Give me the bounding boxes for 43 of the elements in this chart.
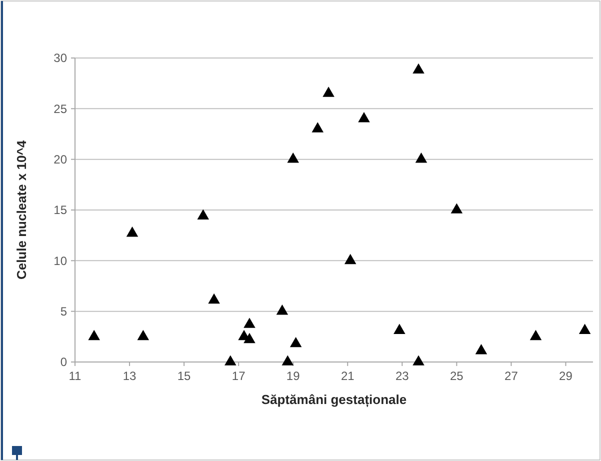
point: [282, 355, 294, 366]
y-tick-label: 20: [54, 152, 68, 167]
point: [530, 330, 542, 340]
point: [322, 86, 334, 97]
x-tick-label: 23: [395, 369, 410, 383]
point: [344, 254, 356, 264]
x-tick-label: 29: [559, 369, 573, 383]
point: [88, 330, 100, 340]
point: [244, 332, 256, 344]
point: [224, 355, 236, 366]
x-tick-label: 17: [232, 369, 246, 383]
point: [412, 63, 424, 74]
point: [475, 344, 488, 354]
y-tick-label: 5: [60, 304, 68, 319]
y-axis-title: Celule nucleate x 10^4: [14, 140, 29, 280]
point: [358, 112, 370, 122]
point: [276, 304, 288, 315]
point: [415, 152, 428, 163]
point: [290, 336, 302, 348]
point: [126, 226, 138, 237]
point: [208, 293, 220, 304]
x-tick-label: 11: [68, 369, 82, 383]
point: [137, 330, 150, 340]
x-axis-title: Săptămâni gestaționale: [261, 392, 407, 408]
y-tick-label: 30: [54, 51, 68, 66]
point: [287, 152, 299, 163]
point: [312, 122, 324, 132]
point: [412, 355, 424, 366]
point: [450, 203, 463, 214]
y-tick-label: 10: [54, 254, 68, 268]
y-tick-label: 15: [54, 203, 68, 218]
x-tick-label: 13: [122, 369, 137, 383]
y-tick-label: 0: [60, 355, 68, 370]
point: [578, 324, 591, 334]
point: [244, 318, 256, 328]
x-tick-label: 19: [286, 369, 300, 383]
point: [394, 324, 406, 334]
y-tick-label: 25: [54, 102, 68, 116]
x-tick-label: 25: [450, 369, 464, 383]
point: [197, 209, 210, 220]
x-tick-label: 27: [504, 369, 518, 383]
x-tick-label: 21: [340, 369, 355, 383]
x-tick-label: 15: [177, 369, 192, 383]
